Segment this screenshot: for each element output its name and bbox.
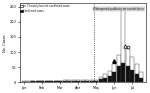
Bar — [112, 72, 116, 82]
Bar — [103, 74, 107, 82]
Bar — [58, 81, 62, 82]
Bar — [76, 81, 80, 82]
Bar — [130, 70, 134, 82]
Bar — [45, 81, 49, 82]
Bar — [117, 55, 121, 82]
Bar — [108, 71, 112, 82]
Bar — [121, 8, 125, 82]
Bar — [81, 80, 85, 82]
Bar — [130, 57, 134, 82]
Bar — [135, 74, 139, 82]
Bar — [31, 81, 35, 82]
Bar — [90, 81, 94, 82]
Bar — [31, 81, 35, 82]
Bar — [94, 80, 98, 82]
Bar — [49, 81, 53, 82]
Bar — [72, 81, 76, 82]
Bar — [99, 77, 103, 82]
Bar — [40, 81, 44, 82]
Bar — [135, 64, 139, 82]
Bar — [103, 78, 107, 82]
Bar — [139, 78, 143, 82]
Bar — [126, 66, 130, 82]
Bar — [90, 80, 94, 82]
Bar — [121, 63, 125, 82]
Bar — [112, 64, 116, 82]
Bar — [58, 81, 62, 82]
Bar — [36, 81, 40, 82]
Bar — [67, 81, 71, 82]
Bar — [63, 80, 67, 82]
Bar — [40, 81, 44, 82]
Bar — [22, 81, 26, 82]
Bar — [99, 79, 103, 82]
Y-axis label: No. Cases: No. Cases — [3, 34, 8, 52]
Bar — [49, 81, 53, 82]
Bar — [108, 76, 112, 82]
Legend: (c) Clinically but not confirmed cases, Confirmed cases: (c) Clinically but not confirmed cases, … — [20, 4, 70, 13]
Bar — [36, 81, 40, 82]
Bar — [67, 80, 71, 82]
Bar — [126, 49, 130, 82]
Bar — [72, 80, 76, 82]
Bar — [45, 81, 49, 82]
Bar — [94, 81, 98, 82]
Bar — [27, 81, 31, 82]
Bar — [117, 66, 121, 82]
Bar — [85, 80, 89, 82]
Text: Widespread publicity on scarlet fever: Widespread publicity on scarlet fever — [93, 7, 144, 11]
Bar — [76, 80, 80, 82]
Bar — [139, 72, 143, 82]
Bar — [54, 81, 58, 82]
Bar — [54, 81, 58, 82]
Bar — [63, 81, 67, 82]
Bar — [81, 81, 85, 82]
Bar — [85, 81, 89, 82]
